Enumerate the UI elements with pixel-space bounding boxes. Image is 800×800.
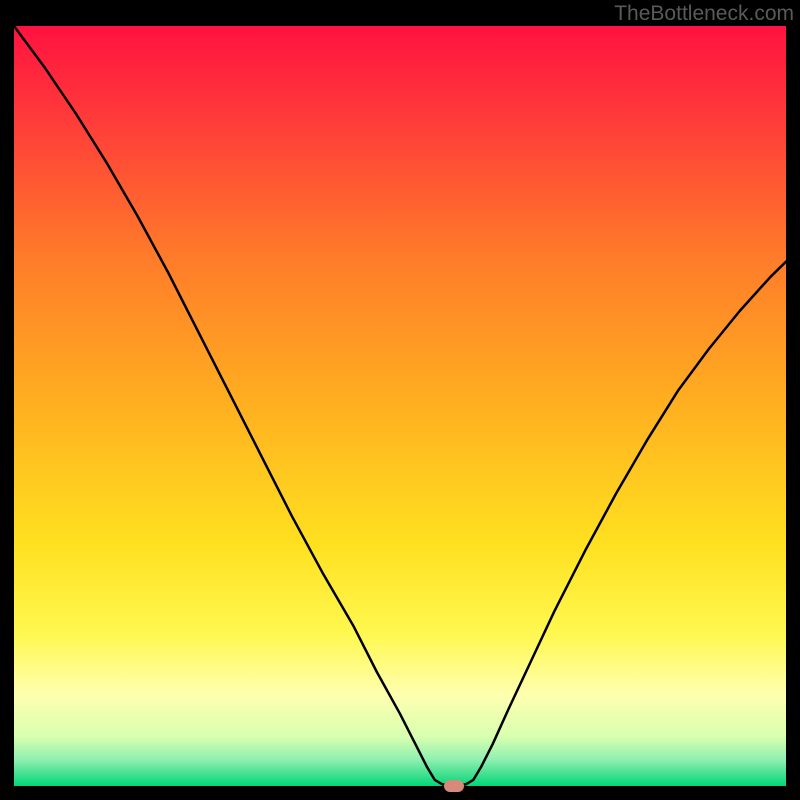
optimal-point-marker <box>444 780 464 792</box>
watermark-text: TheBottleneck.com <box>614 2 794 26</box>
bottleneck-chart <box>0 0 800 800</box>
gradient-background <box>14 26 786 786</box>
chart-container: TheBottleneck.com <box>0 0 800 800</box>
